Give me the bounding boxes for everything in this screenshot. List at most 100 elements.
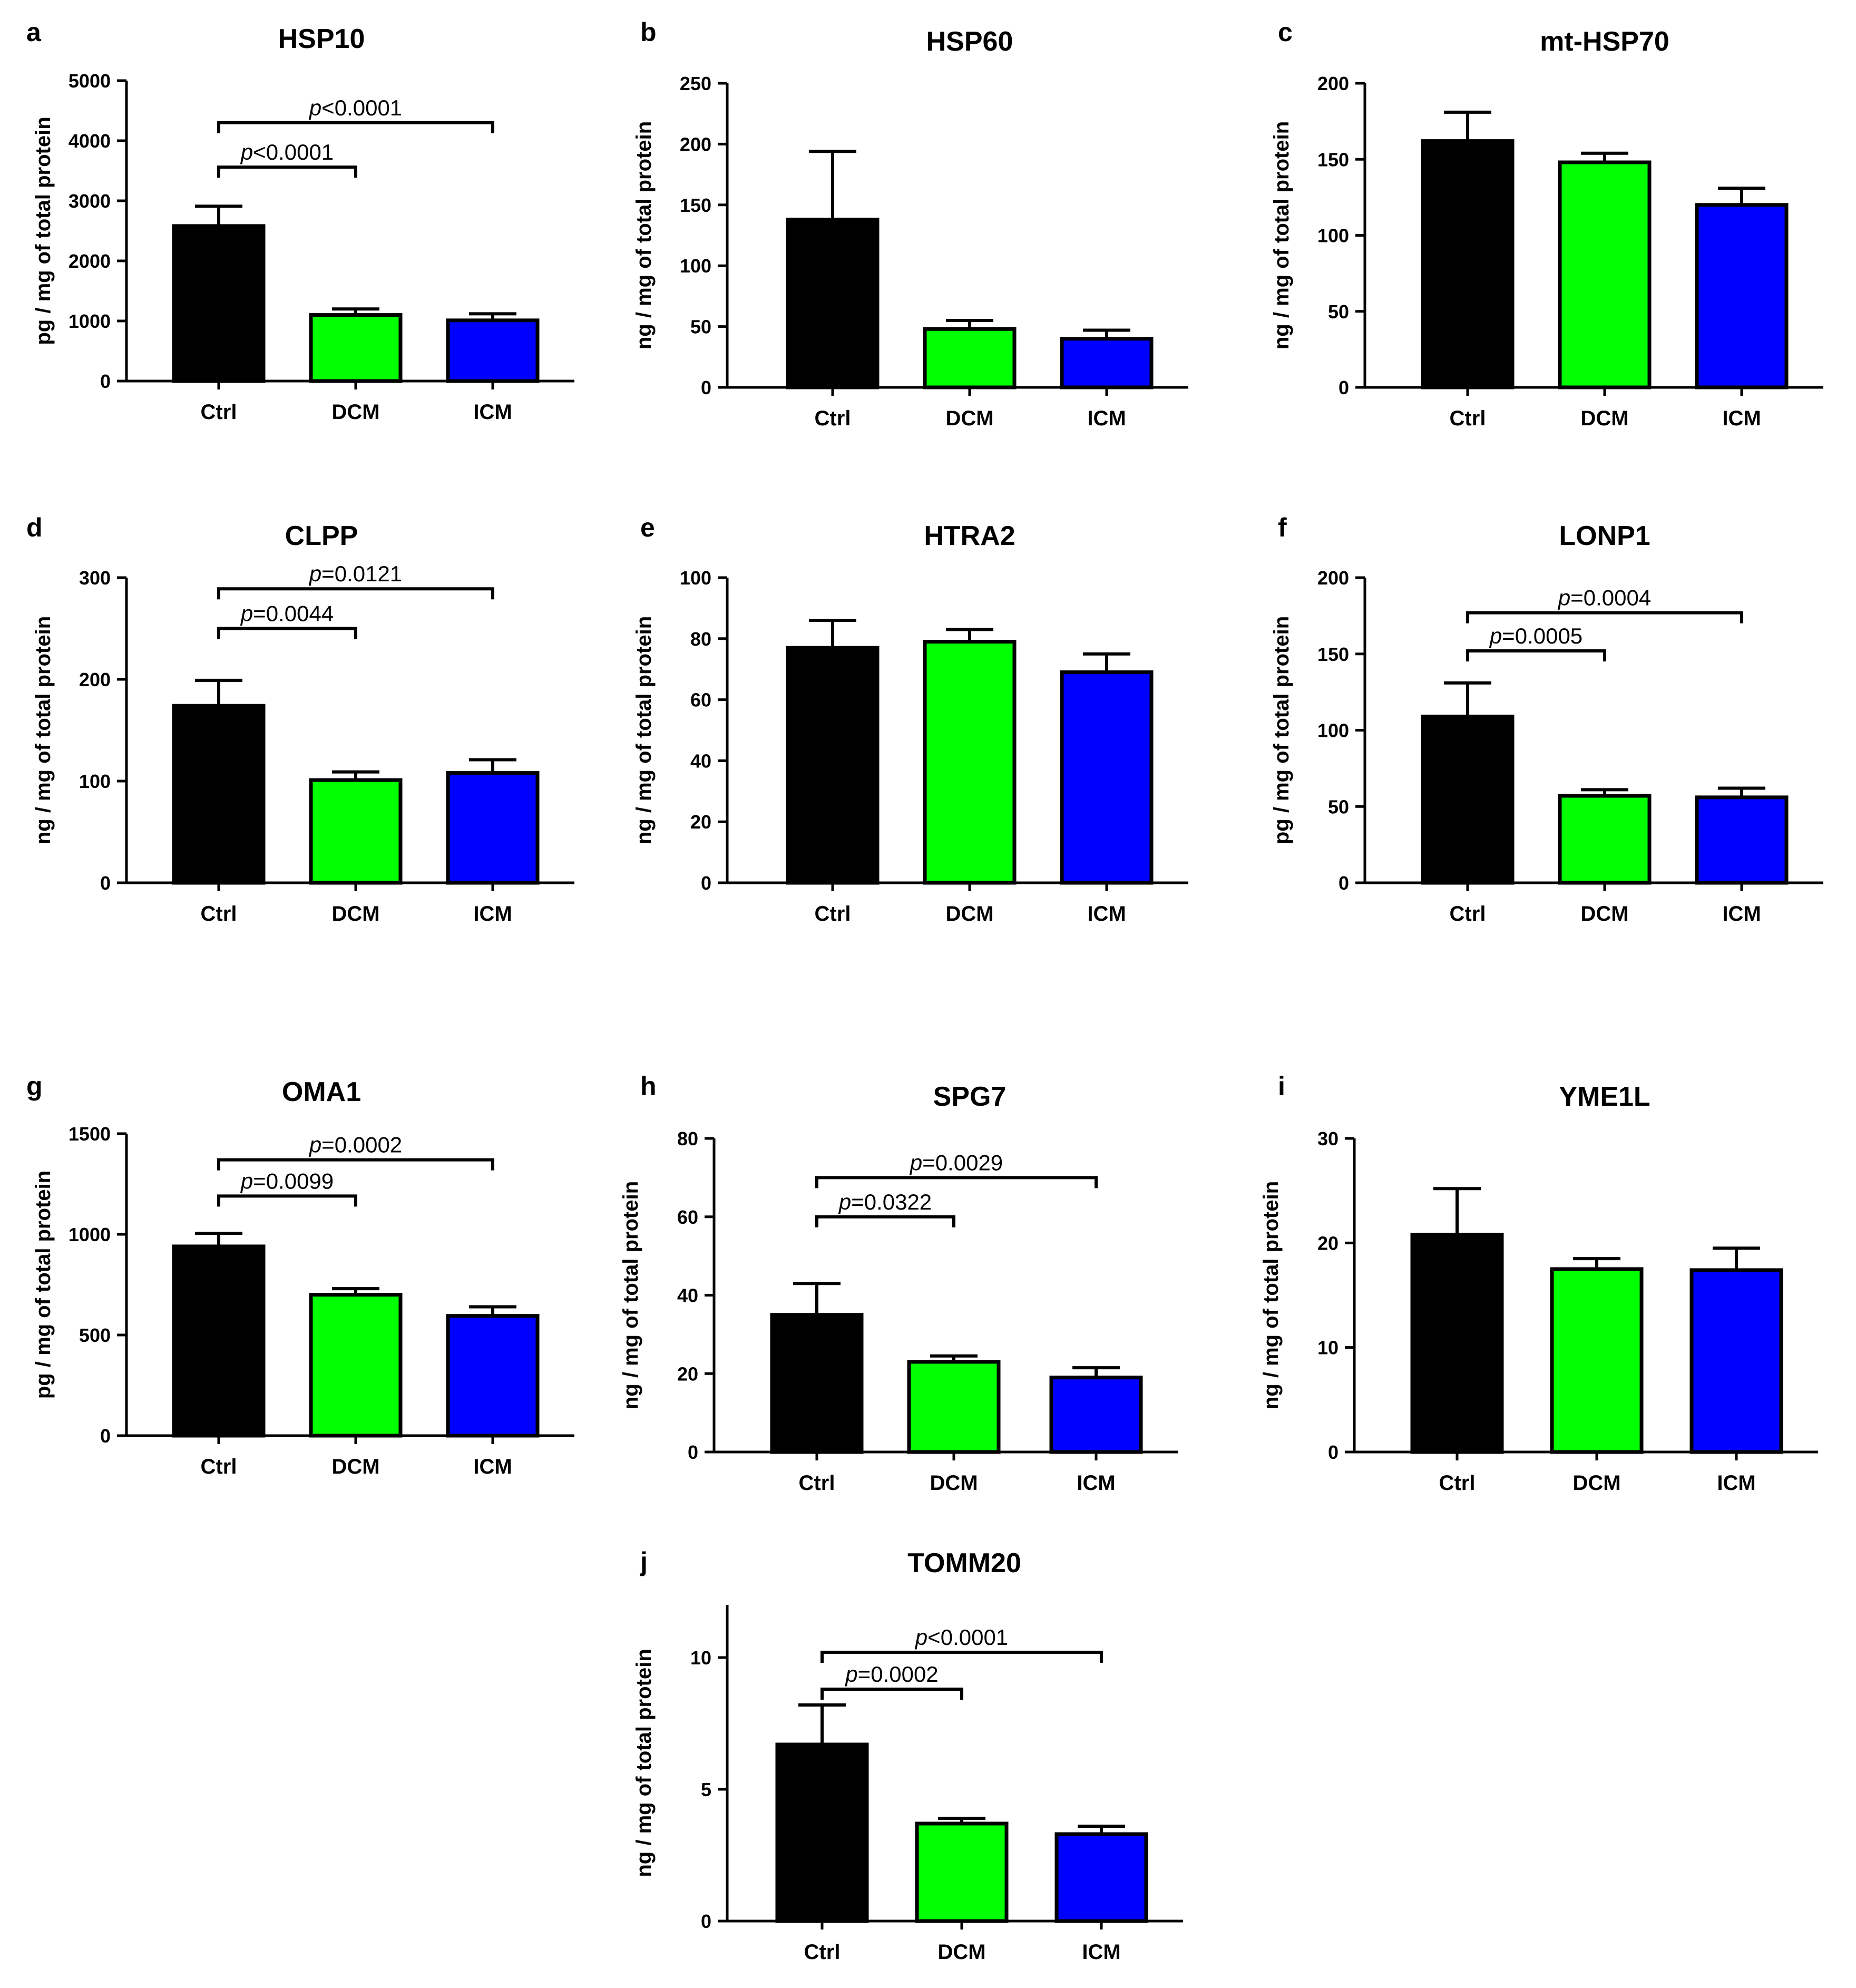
error-bar-icm <box>469 312 516 320</box>
chart-panel-g: g OMA1 0 500 1000 1500 Ctrl DCM ICM pg / mg of to… <box>26 1071 574 1478</box>
significance-bracket <box>217 1158 494 1171</box>
x-tick-label-icm: ICM <box>473 902 512 925</box>
error-bar-ctrl <box>195 204 242 226</box>
chart-panel-f: f LONP1 0 50 100 150 200 Ctrl DCM ICM pg / mg of t… <box>1270 513 1823 925</box>
p-value-label: p=0.0029 <box>909 1150 1003 1175</box>
error-bar-icm <box>1072 1366 1120 1378</box>
chart-panel-a: a HSP10 0 1000 2000 3000 4000 5000 Ctrl DCM ICM pg … <box>26 17 574 424</box>
y-tick-label: 150 <box>680 194 711 216</box>
y-tick-label: 5 <box>701 1779 711 1800</box>
y-tick-label: 30 <box>1317 1128 1339 1149</box>
chart-title: TOMM20 <box>907 1548 1021 1578</box>
panel-letter: b <box>640 17 657 47</box>
x-tick-label-ctrl: Ctrl <box>1450 902 1486 925</box>
y-tick-label: 0 <box>1339 377 1349 398</box>
bar-dcm <box>923 640 1017 885</box>
chart-title: OMA1 <box>282 1077 361 1107</box>
bar-dcm <box>309 1293 403 1438</box>
chart-panel-b: b HSP60 0 50 100 150 200 250 Ctrl DCM ICM ng / mg o… <box>632 17 1188 430</box>
x-tick-label-ctrl: Ctrl <box>804 1941 841 1964</box>
chart-panel-h: h SPG7 0 20 40 60 80 Ctrl DCM ICM ng / mg of total… <box>619 1071 1178 1495</box>
y-tick-label: 250 <box>680 73 711 94</box>
y-tick-label: 60 <box>690 689 711 711</box>
significance-bracket <box>217 121 494 133</box>
y-axis-label: ng / mg of total protein <box>632 616 656 844</box>
error-bar-ctrl <box>793 1282 841 1315</box>
y-tick-label: 0 <box>701 377 711 398</box>
panel-letter: c <box>1278 17 1293 47</box>
x-tick-label-dcm: DCM <box>331 902 379 925</box>
y-tick-label: 500 <box>79 1324 111 1346</box>
y-axis-label: pg / mg of total protein <box>32 1171 55 1399</box>
bar-icm <box>1049 1376 1143 1454</box>
y-tick-label: 100 <box>1317 225 1349 247</box>
p-value-label: p=0.0002 <box>844 1662 938 1687</box>
chart-title: HTRA2 <box>924 521 1015 551</box>
y-axis-label: ng / mg of total protein <box>632 121 656 349</box>
x-tick-label-icm: ICM <box>1722 407 1761 430</box>
error-bar-icm <box>469 1305 516 1316</box>
x-tick-label-ctrl: Ctrl <box>1450 407 1486 430</box>
error-bar-dcm <box>946 628 993 642</box>
y-tick-label: 2000 <box>69 250 111 272</box>
y-tick-label: 150 <box>1317 149 1349 170</box>
y-tick-label: 100 <box>680 567 711 589</box>
chart-title: mt-HSP70 <box>1540 26 1669 57</box>
panel-letter: i <box>1278 1071 1285 1101</box>
y-tick-label: 0 <box>100 872 111 894</box>
significance-bracket <box>1466 611 1743 623</box>
y-tick-label: 0 <box>1339 872 1349 894</box>
y-tick-label: 1000 <box>69 310 111 332</box>
bar-icm <box>1060 337 1154 389</box>
y-tick-label: 1500 <box>69 1123 111 1145</box>
p-value-label: p<0.0001 <box>308 95 402 120</box>
error-bar-icm <box>469 758 516 773</box>
chart-title: SPG7 <box>933 1081 1007 1112</box>
x-tick-label-icm: ICM <box>1077 1471 1115 1495</box>
panel-letter: d <box>26 513 43 542</box>
y-tick-label: 20 <box>1317 1232 1339 1254</box>
bar-dcm <box>309 778 403 885</box>
error-bar-icm <box>1078 1825 1125 1834</box>
y-axis-label: ng / mg of total protein <box>1270 121 1293 349</box>
p-value-label: p=0.0121 <box>308 561 402 586</box>
y-tick-label: 200 <box>680 133 711 155</box>
bar-dcm <box>915 1821 1009 1923</box>
bar-dcm <box>923 327 1017 389</box>
bar-ctrl <box>775 1742 869 1923</box>
x-tick-label-ctrl: Ctrl <box>799 1471 835 1495</box>
bar-icm <box>446 771 540 885</box>
bar-icm <box>1054 1832 1148 1923</box>
significance-bracket <box>217 1194 357 1207</box>
p-value-label: p=0.0002 <box>308 1133 402 1157</box>
y-tick-label: 100 <box>79 771 111 792</box>
error-bar-ctrl <box>195 1232 242 1246</box>
p-value-label: p=0.0322 <box>838 1190 932 1214</box>
panel-letter: g <box>26 1071 43 1101</box>
bar-dcm <box>1550 1267 1644 1454</box>
error-bar-dcm <box>1573 1257 1620 1269</box>
bar-icm <box>1695 203 1789 389</box>
x-tick-label-dcm: DCM <box>930 1471 978 1495</box>
error-bar-ctrl <box>809 150 856 220</box>
bar-dcm <box>309 313 403 383</box>
y-tick-label: 0 <box>688 1441 698 1463</box>
error-bar-ctrl <box>1444 681 1491 717</box>
x-tick-label-dcm: DCM <box>331 1455 379 1478</box>
error-bar-icm <box>1718 786 1765 797</box>
y-tick-label: 100 <box>680 255 711 277</box>
bar-ctrl <box>1421 714 1515 885</box>
y-tick-label: 40 <box>677 1285 698 1307</box>
y-tick-label: 60 <box>677 1206 698 1228</box>
x-tick-label-icm: ICM <box>1082 1941 1120 1964</box>
panel-letter: h <box>640 1071 657 1101</box>
error-bar-dcm <box>946 319 993 329</box>
error-bar-icm <box>1713 1246 1760 1270</box>
bar-dcm <box>907 1360 1001 1454</box>
significance-bracket <box>815 1176 1098 1188</box>
significance-bracket <box>820 1651 1103 1663</box>
p-value-label: p=0.0099 <box>240 1168 334 1193</box>
panel-letter: f <box>1278 513 1287 542</box>
y-axis-label: ng / mg of total protein <box>1259 1181 1283 1409</box>
error-bar-ctrl <box>798 1703 846 1745</box>
